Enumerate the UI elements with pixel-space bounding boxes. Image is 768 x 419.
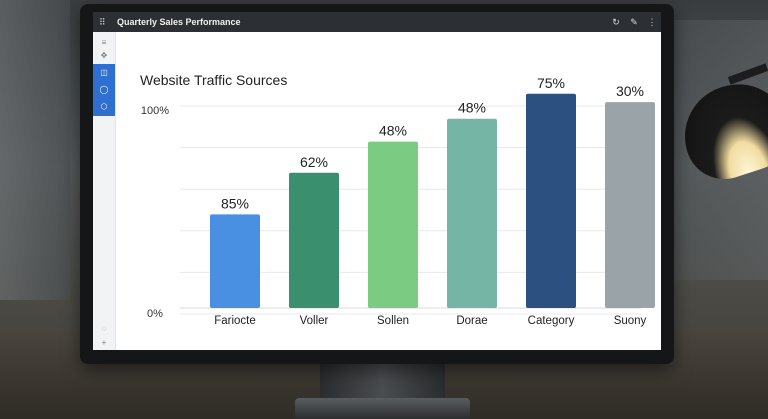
bar-value-label: 85% — [221, 195, 249, 211]
refresh-icon[interactable]: ↻ — [612, 16, 620, 27]
bar-chart: 100% 0% 85% Fariocte 62% Voller 48% Sollen 48% Do… — [141, 75, 655, 327]
settings-icon[interactable]: ⬡ — [100, 102, 108, 111]
x-tick-label: Suony — [614, 315, 647, 327]
help-icon[interactable]: ◌ — [101, 324, 107, 333]
add-icon[interactable]: + — [101, 338, 107, 347]
more-options-icon[interactable]: ⋮ — [647, 16, 657, 27]
bar-suony[interactable] — [605, 102, 655, 308]
bar-value-label: 62% — [300, 154, 328, 170]
window-title: Quarterly Sales Performance — [117, 17, 241, 27]
chat-icon[interactable]: ◯ — [99, 85, 109, 94]
monitor-stand-base — [295, 398, 470, 419]
monitor: ⠿ Quarterly Sales Performance ↻ ✎ ⋮ ≡ ✥ … — [80, 4, 674, 364]
bar-value-label: 75% — [537, 75, 565, 91]
monitor-stand-neck — [320, 360, 445, 400]
x-tick-label: Dorae — [456, 315, 487, 327]
bar-value-label: 48% — [379, 123, 407, 139]
chart-title: Website Traffic Sources — [140, 72, 288, 88]
menu-icon[interactable]: ≡ — [101, 38, 107, 47]
bar-voller[interactable] — [289, 172, 339, 308]
edit-icon[interactable]: ✎ — [630, 16, 638, 27]
app-window: ⠿ Quarterly Sales Performance ↻ ✎ ⋮ ≡ ✥ … — [93, 12, 661, 350]
bar-dorae[interactable] — [447, 118, 497, 308]
bar-value-label: 30% — [616, 83, 644, 99]
bar-sollen[interactable] — [368, 141, 418, 308]
bar-value-label: 48% — [458, 100, 486, 116]
sidebar: ≡ ✥ ◫ ◯ ⬡ ◌ + — [93, 32, 116, 350]
bar-fariocte[interactable] — [210, 214, 260, 308]
y-tick-label-top: 100% — [141, 105, 169, 117]
title-bar: ⠿ Quarterly Sales Performance ↻ ✎ ⋮ — [93, 12, 661, 32]
background-window — [0, 0, 70, 300]
x-tick-label: Sollen — [377, 315, 409, 327]
chart-area: Website Traffic Sources 100% 0% 85% Farioct… — [115, 32, 661, 350]
y-tick-label-bottom: 0% — [147, 308, 163, 320]
bar-category[interactable] — [526, 93, 576, 308]
move-icon[interactable]: ✥ — [100, 51, 108, 60]
x-tick-label: Voller — [300, 315, 329, 327]
x-tick-label: Category — [528, 315, 575, 327]
grip-icon[interactable]: ⠿ — [99, 16, 106, 27]
sidebar-active-group: ◫ ◯ ⬡ — [93, 64, 115, 116]
layout-icon[interactable]: ◫ — [100, 68, 108, 77]
x-tick-label: Fariocte — [214, 315, 256, 327]
